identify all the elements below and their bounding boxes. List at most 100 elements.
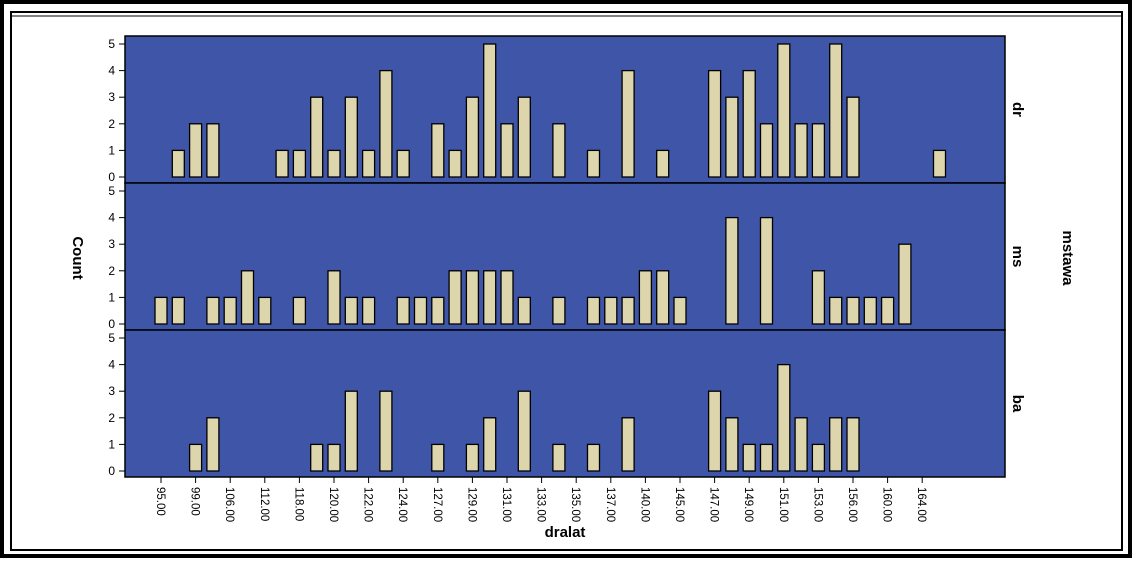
bar-ms [431, 296, 445, 325]
bar-ba [621, 417, 635, 472]
bar-dr [500, 123, 514, 178]
x-tick-label: 122.00 [362, 487, 374, 522]
y-tick-label: 2 [108, 411, 115, 425]
bar-ms [171, 296, 185, 325]
x-tick-label: 160.00 [881, 487, 893, 522]
x-tick-label: 120.00 [327, 487, 339, 522]
bar-ms [483, 270, 497, 325]
bar-ba [811, 443, 826, 472]
bar-dr [517, 96, 531, 178]
y-tick-label: 2 [108, 117, 115, 131]
bar-ba [483, 417, 497, 472]
bar-ba [586, 443, 601, 472]
bar-dr [448, 149, 462, 178]
y-tick-label: 0 [108, 170, 115, 184]
bar-ms [759, 216, 774, 325]
bar-dr [396, 149, 410, 178]
bar-ms [846, 296, 860, 325]
bar-ms [344, 296, 358, 325]
bar-ba [777, 363, 791, 472]
bar-dr [586, 149, 601, 178]
panel-label: ms [1009, 246, 1026, 268]
x-tick-label: 151.00 [777, 487, 789, 522]
bar-ms [880, 296, 895, 325]
bar-dr [829, 43, 843, 178]
bar-ba [742, 443, 756, 472]
panel-ba: 0 1 2 3 4 5 ba [108, 329, 1026, 478]
x-tick-label: 106.00 [223, 487, 235, 522]
bar-dr [725, 96, 739, 178]
bar-ms [500, 270, 514, 325]
x-tick-label: 131.00 [500, 487, 512, 522]
bar-dr [431, 123, 445, 178]
bar-ba [327, 443, 341, 472]
bar-dr [379, 69, 393, 178]
bar-ba [725, 417, 739, 472]
y-tick-label: 4 [108, 64, 115, 78]
bar-ms [448, 270, 462, 325]
panel-group-label: mstawa [1059, 230, 1076, 286]
y-tick-label: 1 [108, 290, 115, 304]
y-tick-label: 3 [108, 237, 115, 251]
bar-dr [171, 149, 185, 178]
panel-dr: 0 1 2 3 4 5 dr [108, 35, 1026, 184]
x-tick-label: 149.00 [742, 487, 754, 522]
y-tick-label: 3 [108, 384, 115, 398]
bar-ms [898, 243, 912, 325]
bar-ba [829, 417, 843, 472]
bar-dr [759, 123, 774, 178]
bar-dr [777, 43, 791, 178]
bar-ba [379, 390, 393, 472]
x-tick-label: 153.00 [811, 487, 823, 522]
bar-dr [483, 43, 497, 178]
y-tick-label: 1 [108, 143, 115, 157]
x-tick-label: 129.00 [465, 487, 477, 522]
x-tick-label: 99.00 [189, 487, 201, 516]
inner-border [10, 11, 1123, 551]
x-tick-label: 135.00 [569, 487, 581, 522]
bar-ms [829, 296, 843, 325]
bar-ba [465, 443, 480, 472]
y-tick-label: 5 [108, 331, 115, 345]
bar-dr [344, 96, 358, 178]
bar-dr [742, 69, 756, 178]
bar-dr [932, 149, 947, 178]
bar-ms [656, 270, 670, 325]
bar-dr [846, 96, 860, 178]
y-tick-label: 5 [108, 37, 115, 51]
bar-ms [673, 296, 687, 325]
bar-ba [310, 443, 324, 472]
y-tick-label: 3 [108, 90, 115, 104]
x-tick-label: 164.00 [915, 487, 927, 522]
bar-ba [794, 417, 808, 472]
bar-ba [707, 390, 722, 472]
bar-ms [361, 296, 376, 325]
bar-dr [552, 123, 566, 178]
x-tick-label: 140.00 [638, 487, 650, 522]
bar-ms [725, 216, 739, 325]
bar-ms [863, 296, 877, 325]
x-axis-label: dralat [545, 524, 586, 541]
bar-ms [621, 296, 635, 325]
panel-ms: 0 1 2 3 4 5 ms [108, 182, 1026, 331]
bar-ba [206, 417, 220, 472]
x-tick-label: 145.00 [673, 487, 685, 522]
bar-ms [552, 296, 566, 325]
x-tick-label: 156.00 [846, 487, 858, 522]
x-tick-label: 127.00 [431, 487, 443, 522]
bar-ms [154, 296, 168, 325]
bar-ms [240, 270, 255, 325]
bar-dr [361, 149, 376, 178]
y-tick-label: 4 [108, 358, 115, 372]
y-axis-label: Count [69, 236, 86, 279]
bar-ms [223, 296, 237, 325]
panels-layer: 0 1 2 3 4 5 dr 0 1 2 3 4 5 ms 0 1 2 3 4 5 ba [108, 35, 1026, 478]
bar-dr [292, 149, 307, 178]
bar-ms [811, 270, 826, 325]
bar-dr [465, 96, 480, 178]
y-tick-label: 0 [108, 317, 115, 331]
bar-ba [759, 443, 774, 472]
bar-dr [621, 69, 635, 178]
bar-dr [707, 69, 722, 178]
